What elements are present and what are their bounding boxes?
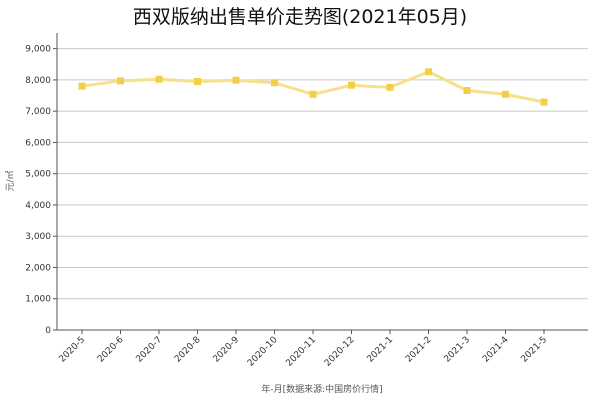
y-tick-label: 8,000 [25, 76, 51, 86]
x-tick-label: 2021-5 [520, 335, 550, 365]
y-tick-labels: 0 1,000 2,000 3,000 4,000 5,000 6,000 7,000 8,00… [25, 45, 57, 336]
x-tick-label: 2020-6 [96, 335, 126, 365]
axes [56, 33, 588, 331]
x-tick-label: 2020-11 [284, 335, 318, 369]
data-point [232, 76, 240, 84]
x-tick-label: 2020-12 [323, 335, 357, 369]
x-tick-labels: 2020-5 2020-6 2020-7 2020-8 2020-9 2020-10 202… [58, 330, 550, 369]
data-point [309, 90, 317, 98]
y-tick-label: 7,000 [25, 107, 51, 117]
x-tick-label: 2020-8 [173, 335, 203, 365]
data-point [348, 81, 355, 89]
chart-title: 西双版纳出售单价走势图(2021年05月) [132, 6, 468, 28]
y-tick-label: 2,000 [25, 263, 51, 273]
data-point [194, 77, 201, 85]
data-point [117, 77, 124, 85]
x-tick-label: 2021-1 [366, 335, 396, 365]
x-tick-label: 2020-7 [135, 335, 165, 365]
y-tick-label: 9,000 [25, 45, 51, 55]
y-tick-label: 0 [45, 326, 51, 336]
grid-lines [57, 48, 588, 300]
y-tick-label: 1,000 [25, 295, 51, 305]
data-series [78, 68, 548, 106]
x-tick-label: 2021-2 [404, 335, 434, 365]
data-point [271, 79, 278, 87]
data-point [540, 98, 548, 106]
x-tick-label: 2021-4 [481, 335, 511, 365]
data-point [502, 90, 509, 98]
x-tick-label: 2021-3 [443, 335, 473, 365]
y-tick-label: 5,000 [25, 170, 51, 180]
data-point [155, 75, 163, 83]
y-tick-label: 4,000 [25, 201, 51, 211]
data-point [463, 87, 471, 95]
data-point [386, 83, 394, 91]
x-tick-label: 2020-9 [212, 335, 242, 365]
y-tick-label: 6,000 [25, 138, 51, 148]
y-axis-label: 元/㎡ [5, 170, 16, 191]
x-tick-label: 2020-10 [246, 335, 280, 369]
x-axis-label: 年-月[数据来源:中国房价行情] [261, 383, 382, 395]
data-point [425, 68, 432, 76]
x-tick-label: 2020-5 [58, 335, 88, 365]
data-point [78, 82, 86, 90]
y-tick-label: 3,000 [25, 232, 51, 242]
